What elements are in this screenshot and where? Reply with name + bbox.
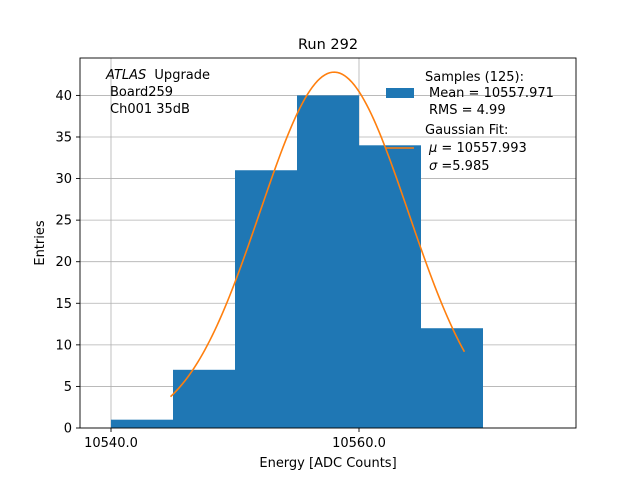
plot-frame [79, 57, 577, 429]
channel-label: Ch001 35dB [110, 102, 190, 117]
y-tick-label: 0 [64, 422, 72, 437]
x-axis-label: Energy [ADC Counts] [259, 456, 396, 471]
legend-mean: Mean = 10557.971 [429, 86, 554, 101]
x-tick-label: 10560.0 [332, 436, 386, 451]
histogram-bar [111, 419, 173, 428]
y-tick-label: 15 [55, 297, 72, 312]
y-tick-label: 5 [64, 380, 72, 395]
experiment-sublabel: Upgrade [154, 68, 210, 83]
y-tick-label: 25 [55, 214, 72, 229]
histogram-bar [235, 170, 297, 428]
y-axis-ticks: 0 5 10 15 20 25 30 35 40 [55, 89, 80, 437]
board-label: Board259 [110, 85, 173, 100]
legend-fit-title: Gaussian Fit: [425, 123, 508, 138]
histogram-bar [297, 95, 359, 428]
histogram-bar [421, 328, 483, 428]
x-axis-ticks: 10540.0 10560.0 [84, 428, 386, 451]
experiment-label: ATLAS [105, 68, 146, 83]
y-axis-label: Entries [33, 220, 48, 266]
histogram-bars [111, 95, 483, 428]
y-tick-label: 20 [55, 255, 72, 270]
legend-mu-value: = 10557.993 [441, 141, 526, 156]
legend-samples-title: Samples (125): [425, 70, 524, 85]
legend-rms: RMS = 4.99 [429, 103, 506, 118]
legend: Samples (125): Mean = 10557.971 RMS = 4.… [386, 70, 554, 174]
chart-title: Run 292 [298, 37, 358, 53]
x-tick-label: 10540.0 [84, 436, 138, 451]
y-tick-label: 30 [55, 172, 72, 187]
legend-sigma-symbol: σ [429, 159, 438, 174]
legend-sigma-value: =5.985 [441, 159, 489, 174]
svg-text:μ = 10557.993: μ = 10557.993 [428, 141, 527, 156]
atlas-annotation: ATLAS Upgrade Board259 Ch001 35dB [105, 68, 210, 117]
legend-mu-symbol: μ [428, 141, 437, 156]
y-tick-label: 35 [55, 130, 72, 145]
histogram-bar [359, 145, 421, 428]
svg-text:ATLAS Upgrade: ATLAS Upgrade [105, 68, 210, 83]
gaussian-fit-curve [169, 71, 466, 398]
legend-bar-swatch [386, 88, 414, 98]
y-tick-label: 40 [55, 89, 72, 104]
y-tick-label: 10 [55, 338, 72, 353]
histogram-bar [173, 369, 235, 428]
svg-text:σ =5.985: σ =5.985 [429, 159, 490, 174]
